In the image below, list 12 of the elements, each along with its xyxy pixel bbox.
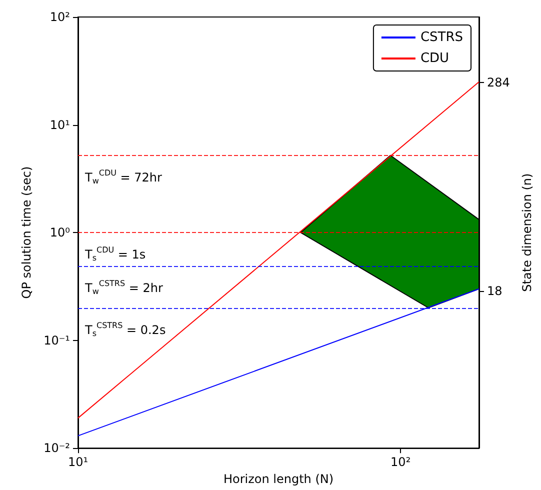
y-tick-label: 10⁻² xyxy=(44,441,70,456)
y-tick-label: 10⁻¹ xyxy=(44,333,70,348)
x-axis-title: Horizon length (N) xyxy=(223,472,334,486)
y-tick-label: 10¹ xyxy=(50,118,70,132)
y2-axis-title: State dimension (n) xyxy=(520,173,534,292)
y-tick-label: 10² xyxy=(50,10,70,24)
y-axis-title: QP solution time (sec) xyxy=(20,166,34,299)
legend-label: CSTRS xyxy=(420,30,464,45)
y2-tick-label: 18 xyxy=(487,284,502,298)
legend-label: CDU xyxy=(420,51,450,66)
y-tick-label: 10⁰ xyxy=(50,226,70,240)
y2-tick-label: 284 xyxy=(487,76,510,90)
